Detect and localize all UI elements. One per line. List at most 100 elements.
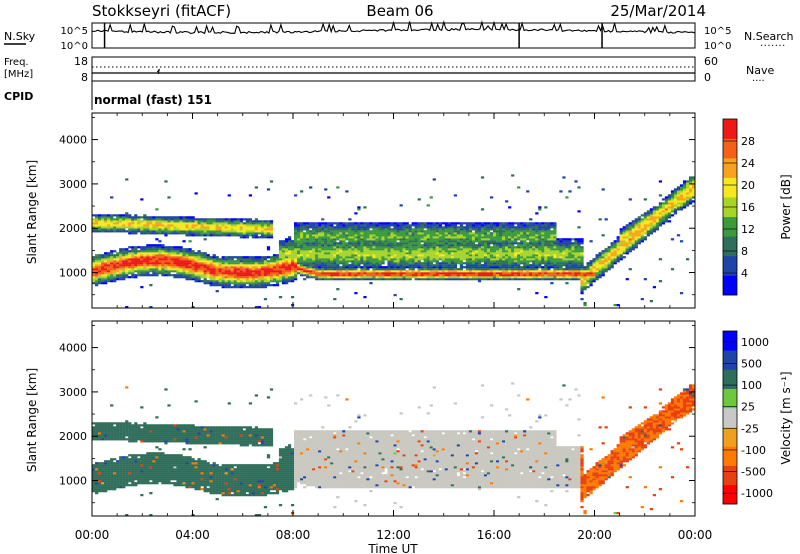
- power-cell: [438, 236, 442, 239]
- power-cell: [438, 272, 442, 275]
- power-cell: [339, 274, 343, 277]
- power-cell: [474, 264, 479, 267]
- power-cell: [242, 278, 246, 281]
- power-cell: [586, 286, 590, 289]
- power-cell: [532, 248, 536, 251]
- power-cell: [429, 262, 433, 265]
- power-cell: [152, 228, 156, 231]
- power-cell: [351, 238, 355, 241]
- power-cell: [462, 266, 467, 269]
- power-cell: [128, 214, 132, 217]
- power-cell: [426, 268, 430, 271]
- power-cell: [215, 256, 219, 259]
- power-cell: [360, 246, 364, 249]
- power-cell: [227, 256, 231, 259]
- power-cell: [601, 234, 605, 237]
- power-cell: [586, 274, 590, 277]
- power-cell: [242, 282, 246, 285]
- power-cell: [393, 254, 397, 257]
- power-cell: [489, 234, 494, 237]
- power-cell: [616, 258, 620, 261]
- power-cell: [613, 246, 617, 249]
- power-cell: [432, 232, 436, 235]
- power-cell: [173, 222, 177, 225]
- power-cell: [221, 268, 225, 271]
- power-cell: [110, 196, 114, 199]
- power-cell: [101, 226, 105, 229]
- power-cell: [236, 226, 240, 229]
- colorbar-tick-label: 4: [741, 267, 748, 280]
- power-cell: [146, 224, 150, 227]
- power-cell: [646, 214, 650, 217]
- power-cell: [526, 270, 530, 273]
- power-cell: [242, 258, 246, 261]
- power-cell: [517, 260, 521, 263]
- power-cell: [595, 260, 599, 263]
- power-cell: [568, 248, 572, 251]
- power-cell: [571, 238, 575, 241]
- power-cell: [309, 268, 313, 271]
- power-cell: [254, 262, 259, 265]
- power-cell: [98, 260, 102, 263]
- power-cell: [125, 178, 129, 181]
- nsky-left-tick-bottom: 10^0: [61, 41, 88, 52]
- power-cell: [366, 262, 370, 265]
- power-cell: [245, 270, 249, 273]
- power-cell: [203, 252, 207, 255]
- power-cell: [176, 256, 180, 259]
- power-cell: [511, 244, 515, 247]
- power-cell: [185, 248, 189, 251]
- power-cell: [396, 234, 400, 237]
- power-cell: [526, 236, 530, 239]
- power-cell: [345, 252, 349, 255]
- power-cell: [514, 250, 518, 253]
- power-cell: [330, 230, 334, 233]
- power-cell: [239, 264, 243, 267]
- power-cell: [263, 276, 268, 279]
- power-cell: [336, 234, 340, 237]
- power-cell: [486, 228, 491, 231]
- power-cell: [571, 258, 575, 261]
- power-cell: [435, 256, 439, 259]
- velocity-cell: [92, 490, 96, 493]
- power-cell: [411, 252, 415, 255]
- power-cell: [619, 258, 623, 261]
- power-cell: [330, 254, 334, 257]
- power-cell: [544, 240, 548, 243]
- power-cell: [405, 254, 409, 257]
- power-cell: [408, 256, 412, 259]
- power-cell: [499, 264, 503, 267]
- power-cell: [393, 270, 397, 273]
- power-cell: [411, 232, 415, 235]
- power-cell: [176, 258, 180, 261]
- power-cell: [480, 274, 485, 277]
- velocity-cell: [95, 432, 99, 435]
- power-cell: [474, 240, 479, 243]
- power-cell: [212, 272, 216, 275]
- power-cell: [459, 238, 464, 241]
- power-cell: [553, 260, 557, 263]
- power-cell: [254, 270, 259, 273]
- power-cell: [324, 230, 328, 233]
- power-cell: [471, 250, 476, 253]
- power-cell: [128, 276, 132, 279]
- power-cell: [643, 238, 647, 241]
- power-cell: [294, 260, 298, 263]
- power-cell: [435, 276, 439, 279]
- power-cell: [218, 282, 222, 285]
- power-cell: [535, 252, 539, 255]
- power-cell: [523, 252, 527, 255]
- power-cell: [402, 238, 406, 241]
- power-cell: [333, 298, 337, 301]
- power-cell: [312, 226, 316, 229]
- power-cell: [297, 230, 301, 233]
- power-cell: [450, 262, 455, 265]
- power-cell: [523, 226, 527, 229]
- power-cell: [218, 284, 222, 287]
- power-cell: [131, 228, 135, 231]
- power-cell: [107, 220, 111, 223]
- power-cell: [637, 226, 641, 229]
- power-cell: [411, 270, 415, 273]
- power-cell: [381, 232, 385, 235]
- power-cell: [224, 232, 228, 235]
